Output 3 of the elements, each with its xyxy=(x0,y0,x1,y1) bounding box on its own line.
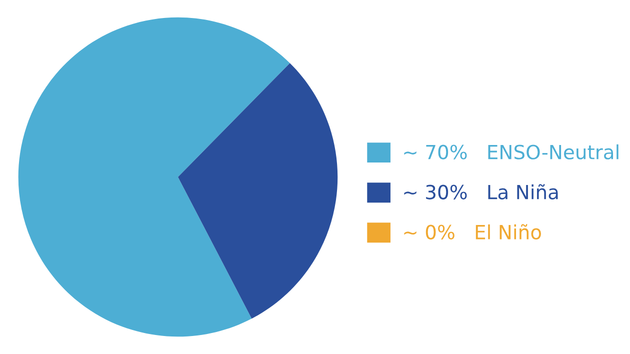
legend-label: ~ 30% La Niña xyxy=(404,184,558,200)
legend-label: ~ 0% El Niño xyxy=(404,224,541,240)
legend-label: ~ 70% ENSO-Neutral xyxy=(404,144,618,160)
